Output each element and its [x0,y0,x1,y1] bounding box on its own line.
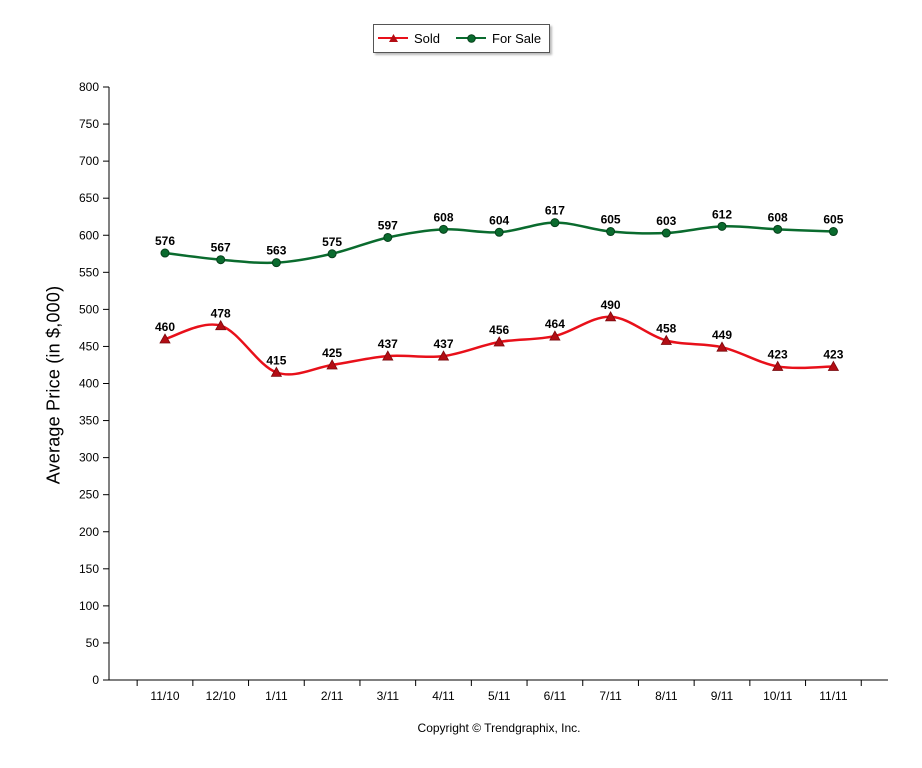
data-point-sold [159,333,171,344]
data-label-sold: 478 [211,307,231,321]
data-point-for-sale [271,258,281,268]
data-point-for-sale [717,221,727,231]
data-point-for-sale [773,224,783,234]
legend-item-for-sale: For Sale [456,25,541,52]
data-point-for-sale [439,224,448,234]
chart-legend: Sold For Sale [373,24,550,53]
x-tick-label: 4/11 [432,689,455,703]
data-point-sold [326,359,338,370]
y-axis-label: Average Price (in $,000) [43,285,64,485]
y-tick-label: 550 [79,265,99,279]
data-label-for-sale: 608 [433,210,453,224]
data-point-for-sale [606,227,616,237]
data-point-sold [604,310,617,322]
y-tick-label: 200 [79,525,99,539]
data-point-sold [660,334,672,345]
data-point-for-sale [383,232,393,242]
x-tick-label: 11/11 [819,689,848,703]
data-point-sold [437,350,450,361]
data-point-sold [215,319,227,331]
legend-item-sold: Sold [378,25,440,52]
data-label-sold: 423 [768,347,788,361]
data-label-for-sale: 567 [211,241,231,255]
data-point-for-sale [828,227,838,237]
y-tick-label: 350 [79,414,99,428]
y-tick-label: 400 [79,377,99,391]
circle-marker-icon [467,34,476,43]
x-tick-label: 9/11 [711,689,734,703]
data-label-sold: 490 [601,298,621,312]
data-label-sold: 464 [545,317,565,331]
data-point-sold [827,360,840,371]
x-tick-label: 6/11 [544,689,567,703]
data-label-sold: 415 [266,353,286,367]
x-tick-label: 11/10 [150,689,179,703]
y-tick-label: 300 [79,451,99,465]
data-point-sold [382,350,394,361]
data-label-for-sale: 576 [155,234,175,248]
y-tick-label: 600 [79,228,99,242]
data-label-sold: 456 [489,323,509,337]
legend-label-sold: Sold [414,31,441,46]
data-label-for-sale: 575 [322,235,342,249]
x-tick-label: 12/10 [206,689,236,703]
y-tick-label: 50 [86,636,100,650]
data-label-sold: 458 [656,322,676,336]
y-tick-label: 250 [79,488,99,502]
y-tick-label: 800 [79,80,99,94]
data-point-for-sale [661,228,671,238]
data-point-sold [549,330,561,341]
data-label-sold: 449 [712,328,732,342]
data-label-for-sale: 603 [656,214,676,228]
x-tick-label: 10/11 [763,689,792,703]
data-label-for-sale: 617 [545,204,565,218]
y-tick-label: 150 [79,562,99,576]
x-tick-label: 7/11 [599,689,622,703]
y-tick-label: 450 [79,339,99,353]
data-point-sold [493,336,505,347]
data-label-sold: 460 [155,320,175,334]
y-tick-label: 650 [79,191,99,205]
data-point-for-sale [550,218,560,228]
data-label-for-sale: 612 [712,207,732,221]
x-tick-label: 5/11 [488,689,511,703]
data-label-for-sale: 608 [768,210,788,224]
data-point-for-sale [327,249,337,259]
y-tick-label: 100 [79,599,99,613]
copyright-text: Copyright © Trendgraphix, Inc. [417,721,581,735]
x-tick-label: 1/11 [265,689,288,703]
data-point-for-sale [494,227,504,237]
data-label-sold: 437 [378,337,398,351]
data-label-sold: 425 [322,346,342,360]
legend-swatch-for-sale [456,25,486,52]
data-label-sold: 423 [823,347,843,361]
data-label-for-sale: 605 [823,213,843,227]
data-point-for-sale [160,248,170,258]
data-point-for-sale [216,255,226,265]
data-label-for-sale: 604 [489,213,509,227]
y-tick-label: 700 [79,154,99,168]
triangle-marker-icon [389,34,398,42]
data-label-sold: 437 [433,337,453,351]
x-tick-label: 3/11 [377,689,400,703]
data-label-for-sale: 605 [601,213,621,227]
data-point-sold [716,341,728,352]
legend-label-for-sale: For Sale [492,31,542,46]
y-tick-label: 750 [79,117,99,131]
data-label-for-sale: 563 [266,244,286,258]
data-point-sold [270,366,283,377]
x-tick-label: 8/11 [655,689,678,703]
data-point-sold [772,360,784,371]
legend-swatch-sold [378,25,408,52]
y-tick-label: 0 [92,673,99,687]
x-tick-label: 2/11 [321,689,344,703]
y-tick-label: 500 [79,302,99,316]
data-label-for-sale: 597 [378,218,398,232]
